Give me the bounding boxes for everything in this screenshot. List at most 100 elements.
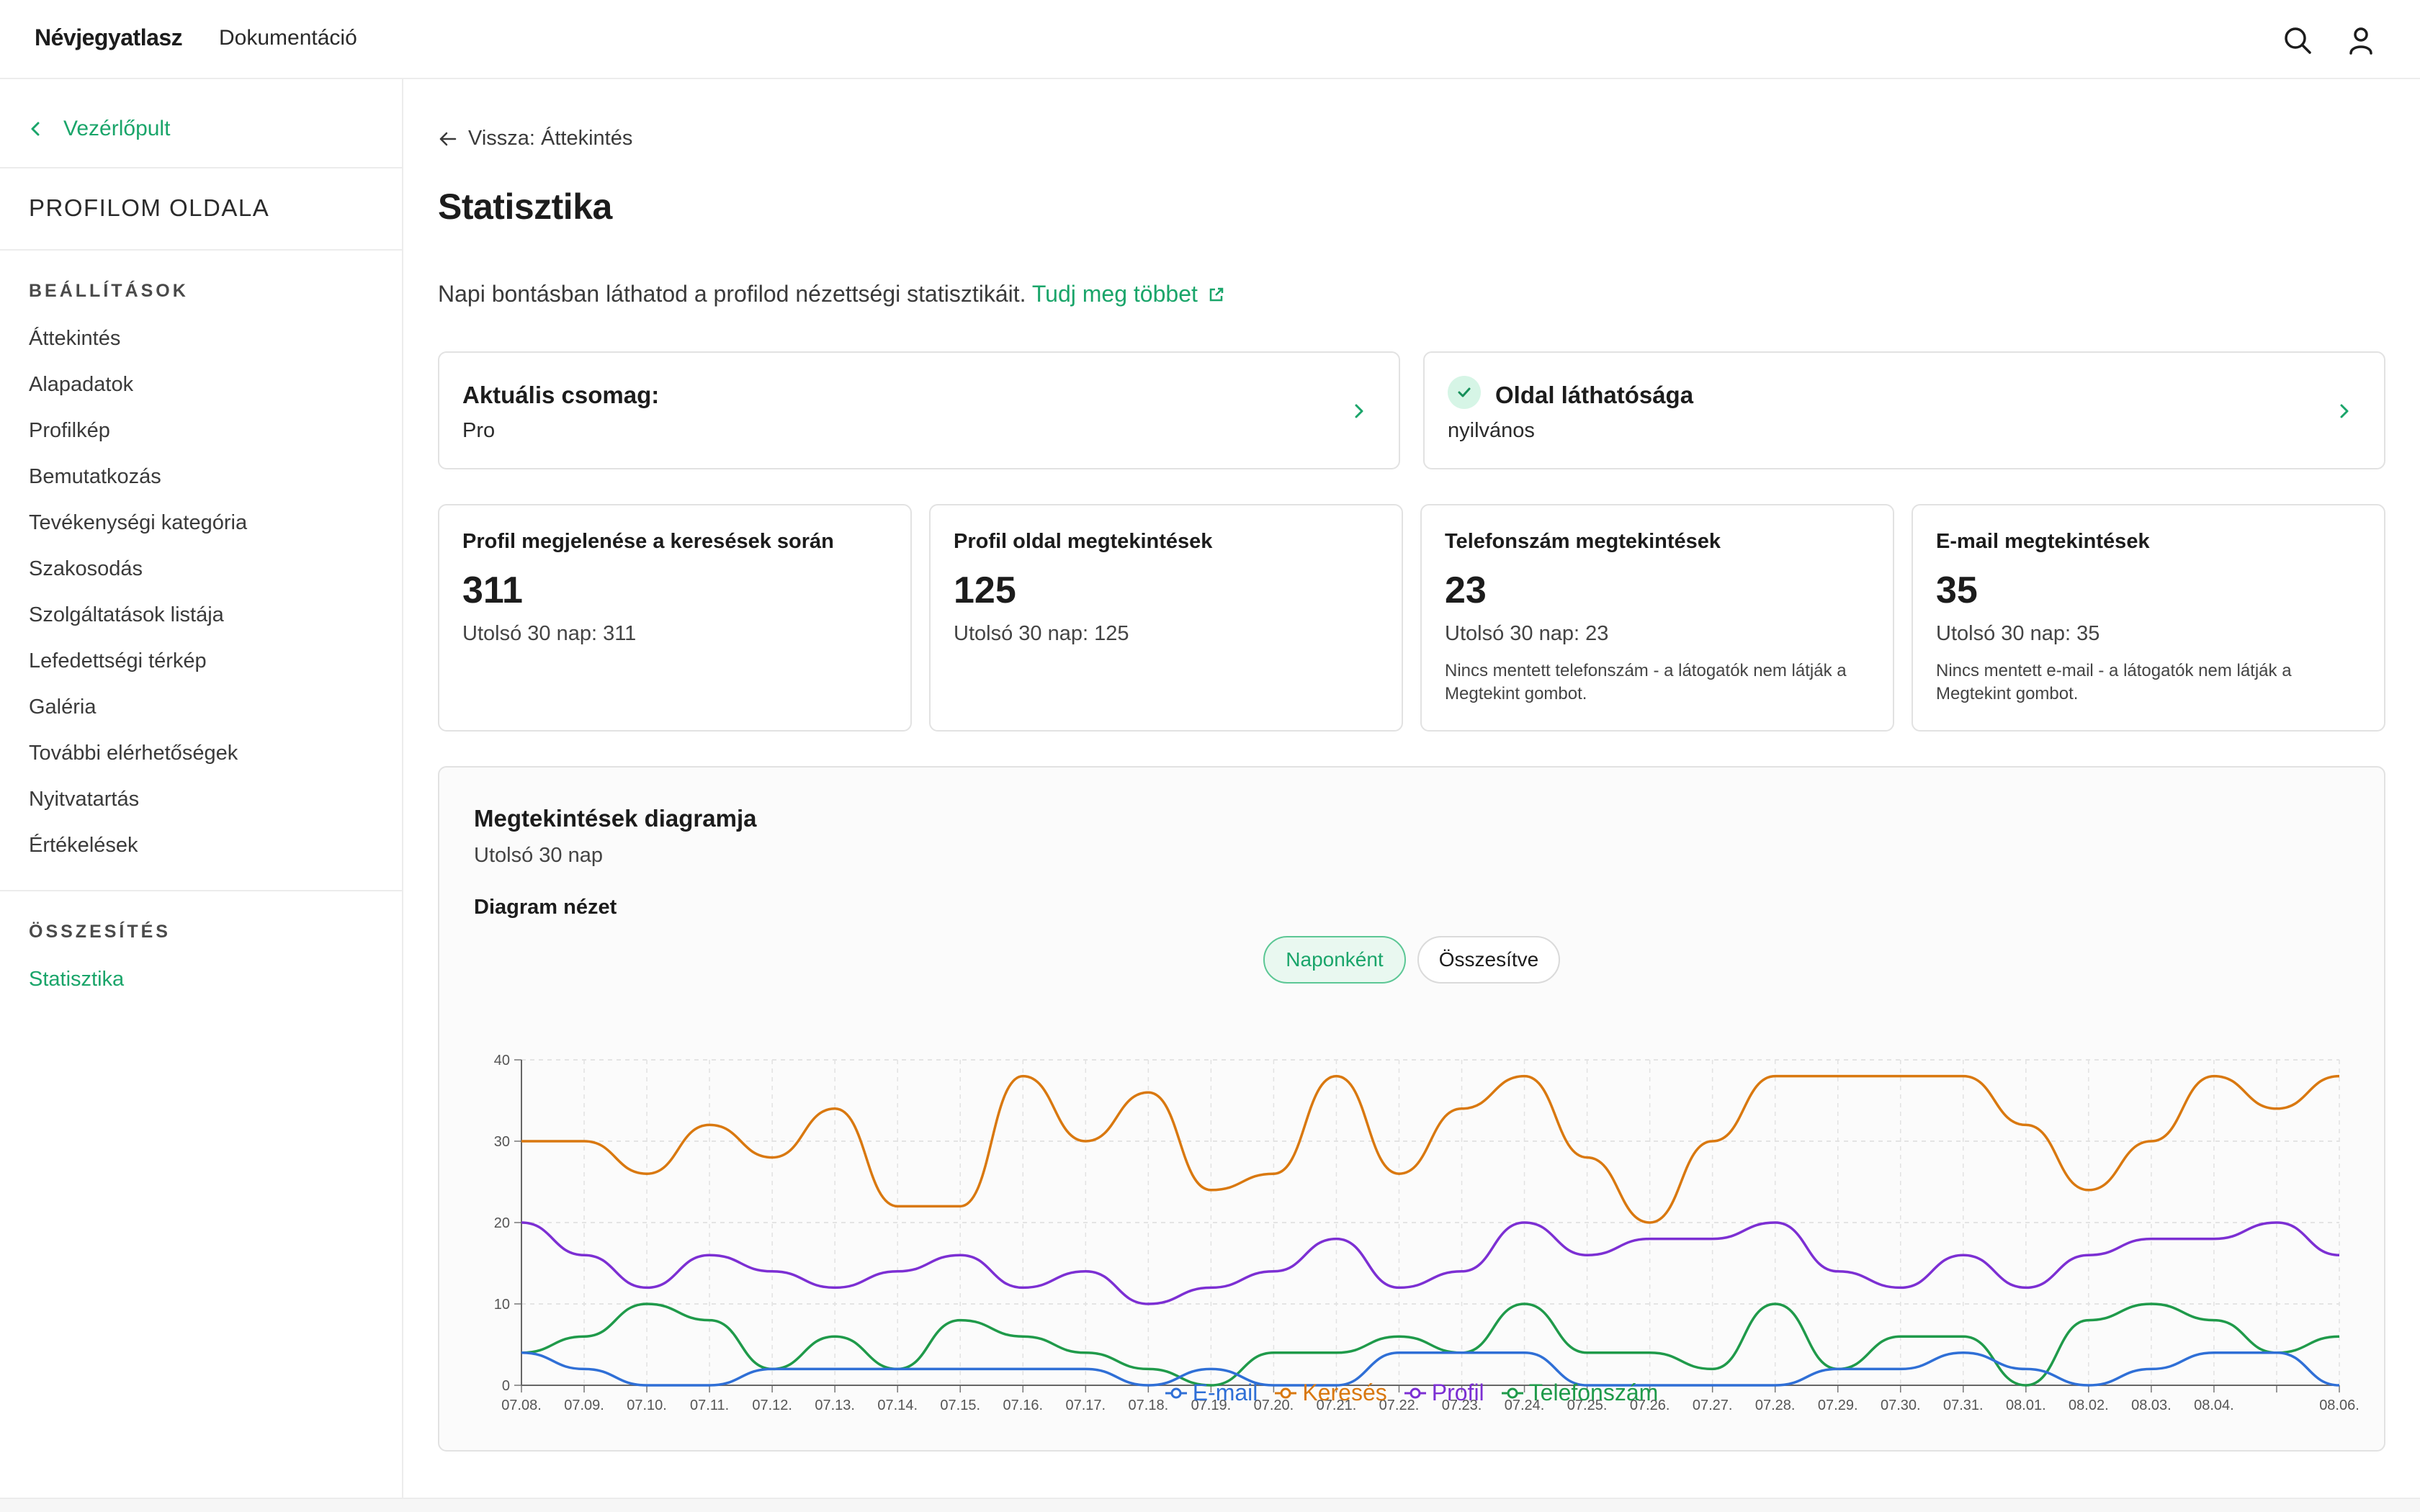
x-tick-label: 07.20.: [1254, 1398, 1294, 1413]
stat-card-email-views: E-mail megtekintések 35 Utolsó 30 nap: 3…: [1912, 504, 2385, 732]
brand-logo[interactable]: Névjegyatlasz: [35, 24, 183, 50]
sidebar-item-activity-category[interactable]: Tevékenységi kategória: [29, 511, 248, 534]
x-tick-label: 08.01.: [2006, 1398, 2046, 1413]
user-icon[interactable]: [2345, 24, 2377, 56]
x-tick-label: 07.08.: [501, 1398, 542, 1413]
divider: [0, 890, 402, 891]
y-tick-label: 20: [494, 1215, 510, 1231]
page-footer-edge: [0, 1498, 2420, 1512]
legend-item[interactable]: Telefonszám: [1501, 1380, 1659, 1406]
visibility-label: Oldal láthatósága: [1495, 382, 1694, 408]
stat-card-search-appearances: Profil megjelenése a keresések során 311…: [438, 504, 912, 732]
sidebar-item-gallery[interactable]: Galéria: [29, 696, 97, 719]
x-tick-label: 07.19.: [1191, 1398, 1232, 1413]
stat-last-30-days: Utolsó 30 nap: 35: [1936, 622, 2100, 645]
stat-last-30-days: Utolsó 30 nap: 23: [1445, 622, 1609, 645]
toggle-total[interactable]: Összesítve: [1417, 936, 1560, 984]
stat-last-30-days: Utolsó 30 nap: 125: [954, 622, 1129, 645]
legend-item[interactable]: E-mail: [1165, 1380, 1258, 1406]
stat-note: Nincs mentett telefonszám - a látogatók …: [1445, 661, 1847, 703]
x-tick-label: 07.21.: [1317, 1398, 1357, 1413]
series-line-e-mail: [521, 1351, 2340, 1387]
legend-marker-icon: [1165, 1387, 1187, 1398]
legend-marker-icon: [1501, 1387, 1523, 1398]
x-tick-label: 07.30.: [1881, 1398, 1921, 1413]
chart-title: Megtekintések diagramja: [474, 805, 757, 832]
x-tick-label: 07.14.: [877, 1398, 918, 1413]
sidebar-item-profile-picture[interactable]: Profilkép: [29, 419, 110, 442]
package-value: Pro: [462, 419, 496, 442]
sidebar-item-overview[interactable]: Áttekintés: [29, 327, 121, 350]
x-tick-label: 07.28.: [1755, 1398, 1796, 1413]
legend-item[interactable]: Keresés: [1275, 1380, 1387, 1406]
summary-heading: ÖSSZESÍTÉS: [29, 922, 171, 942]
x-tick-label: 07.10.: [627, 1398, 667, 1413]
x-tick-label: 07.13.: [815, 1398, 855, 1413]
sidebar-item-statistics[interactable]: Statisztika: [29, 968, 125, 991]
breadcrumb-back-overview[interactable]: Vissza: Áttekintés: [438, 127, 632, 150]
legend-marker-icon: [1275, 1387, 1297, 1398]
legend-label: Keresés: [1302, 1380, 1387, 1405]
x-tick-label: 07.25.: [1567, 1398, 1608, 1413]
line-chart: 0 10 20 30 40 07.08. 07.09. 07.10. 07.11. 07.12. 0…: [494, 1053, 2360, 1413]
chevron-right-icon[interactable]: [1348, 400, 1370, 422]
chevron-left-icon: [31, 122, 40, 136]
x-tick-label: 07.12.: [752, 1398, 792, 1413]
x-tick-label: 07.11.: [690, 1398, 729, 1413]
chevron-right-icon[interactable]: [2334, 400, 2355, 422]
x-tick-label: 08.03.: [2131, 1398, 2172, 1413]
legend-label: Telefonszám: [1528, 1380, 1659, 1405]
sidebar: Vezérlőpult PROFILOM OLDALA BEÁLLÍTÁSOK …: [0, 79, 403, 1498]
y-tick-label: 0: [502, 1378, 510, 1394]
stat-note: Nincs mentett e-mail - a látogatók nem l…: [1936, 661, 2292, 703]
back-to-dashboard-link[interactable]: Vezérlőpult: [29, 117, 170, 141]
x-tick-label: 07.26.: [1630, 1398, 1670, 1413]
x-tick-label: 08.02.: [2069, 1398, 2109, 1413]
views-chart-card: Megtekintések diagramja Utolsó 30 nap Di…: [438, 766, 2385, 1452]
visibility-value: nyilvános: [1448, 419, 1535, 442]
sidebar-item-opening-hours[interactable]: Nyitvatartás: [29, 788, 140, 811]
x-tick-label: 07.29.: [1818, 1398, 1858, 1413]
sidebar-item-specialization[interactable]: Szakosodás: [29, 557, 143, 580]
divider: [0, 249, 402, 251]
x-tick-label: 07.17.: [1066, 1398, 1106, 1413]
series-line-profil: [521, 1221, 2340, 1305]
settings-heading: BEÁLLÍTÁSOK: [29, 281, 189, 301]
sidebar-item-services-list[interactable]: Szolgáltatások listája: [29, 603, 224, 626]
learn-more-link[interactable]: Tudj meg többet: [1032, 281, 1226, 307]
sidebar-item-introduction[interactable]: Bemutatkozás: [29, 465, 161, 488]
stat-card-phone-views: Telefonszám megtekintések 23 Utolsó 30 n…: [1420, 504, 1894, 732]
stat-card-profile-views: Profil oldal megtekintések 125 Utolsó 30…: [929, 504, 1403, 732]
page-title: Statisztika: [438, 186, 612, 227]
x-tick-label: 07.31.: [1943, 1398, 1984, 1413]
legend-label: Profil: [1431, 1380, 1484, 1405]
package-card[interactable]: Aktuális csomag: Pro: [438, 351, 1400, 469]
package-label: Aktuális csomag:: [462, 382, 660, 408]
sidebar-item-reviews[interactable]: Értékelések: [29, 834, 138, 857]
x-tick-label: 08.04.: [2194, 1398, 2234, 1413]
search-icon[interactable]: [2282, 24, 2313, 56]
top-bar: Névjegyatlasz Dokumentáció: [0, 0, 2420, 79]
x-tick-label: 08.06.: [2319, 1398, 2360, 1413]
check-icon: [1448, 376, 1481, 409]
visibility-card[interactable]: Oldal láthatósága nyilvános: [1423, 351, 2385, 469]
arrow-left-icon: [439, 132, 457, 145]
legend-item[interactable]: Profil: [1404, 1380, 1484, 1406]
y-tick-label: 30: [494, 1134, 510, 1150]
learn-more-label: Tudj meg többet: [1031, 281, 1198, 307]
sidebar-item-more-contacts[interactable]: További elérhetőségek: [29, 742, 238, 765]
stat-value: 125: [954, 570, 1016, 611]
intro-text: Napi bontásban láthatod a profilod nézet…: [438, 281, 1226, 307]
chart-legend: E-mail Keresés Profil Telefonszám: [439, 1380, 2384, 1406]
toggle-daily[interactable]: Naponként: [1263, 936, 1406, 984]
back-link-label: Vezérlőpult: [63, 117, 171, 140]
x-tick-label: 07.23.: [1442, 1398, 1482, 1413]
sidebar-item-coverage-map[interactable]: Lefedettségi térkép: [29, 649, 207, 672]
x-tick-label: 07.09.: [564, 1398, 604, 1413]
sidebar-item-basic-data[interactable]: Alapadatok: [29, 373, 134, 396]
profile-page-title: PROFILOM OLDALA: [29, 194, 270, 221]
nav-docs-link[interactable]: Dokumentáció: [219, 26, 357, 50]
x-tick-label: 07.24.: [1505, 1398, 1545, 1413]
stat-last-30-days: Utolsó 30 nap: 311: [462, 622, 637, 645]
x-tick-label: 07.16.: [1003, 1398, 1043, 1413]
